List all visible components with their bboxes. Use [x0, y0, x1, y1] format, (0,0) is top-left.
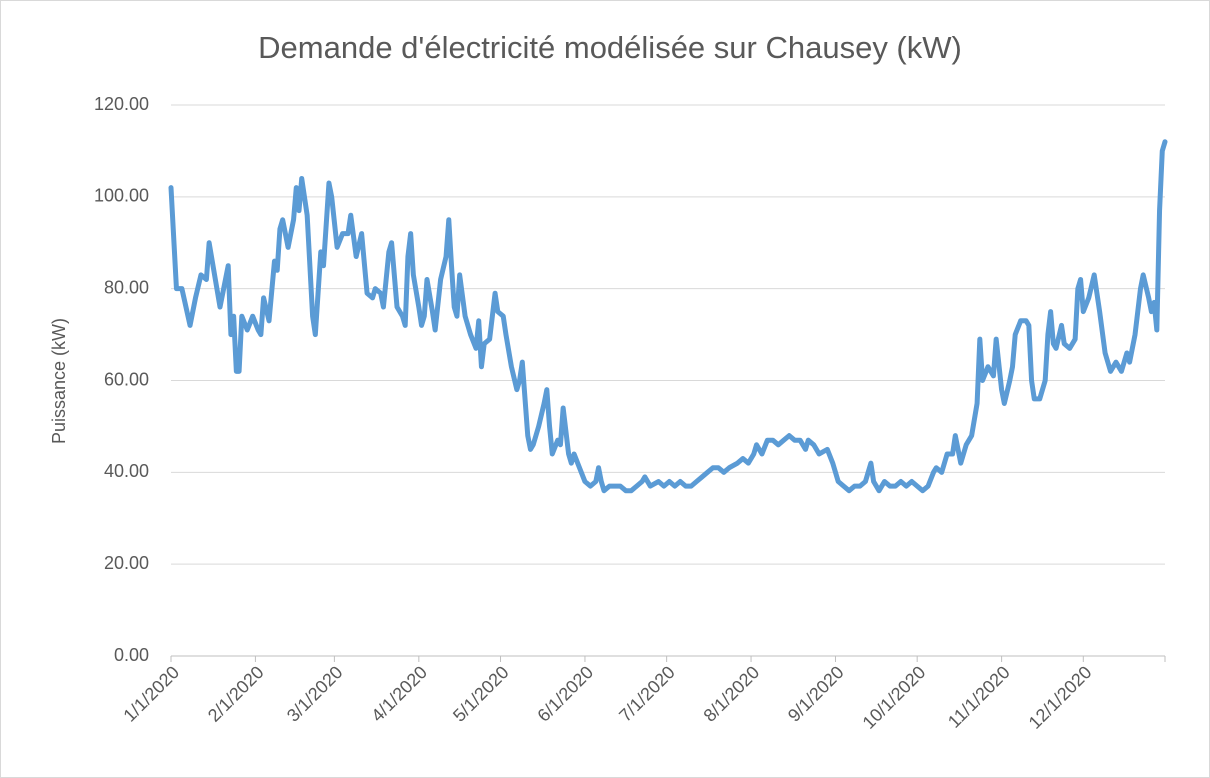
line-series [168, 139, 1168, 494]
y-tick-label: 0.00 [114, 645, 149, 665]
y-tick-label: 20.00 [104, 553, 149, 573]
y-tick-label: 120.00 [94, 94, 149, 114]
y-tick-label: 80.00 [104, 277, 149, 297]
y-axis-label: Puissance (kW) [49, 318, 69, 444]
y-tick-label: 100.00 [94, 186, 149, 206]
y-tick-label: 60.00 [104, 369, 149, 389]
chart-title: Demande d'électricité modélisée sur Chau… [258, 30, 962, 65]
y-tick-label: 40.00 [104, 461, 149, 481]
